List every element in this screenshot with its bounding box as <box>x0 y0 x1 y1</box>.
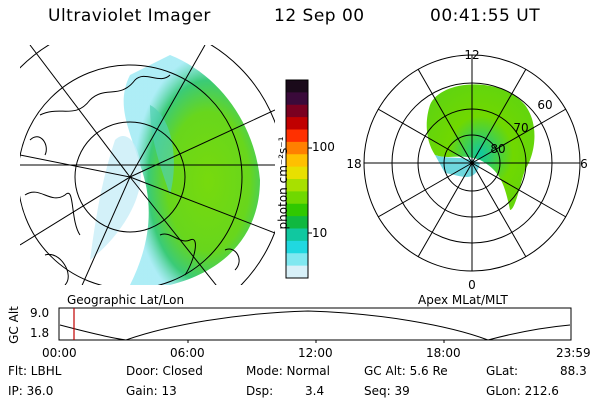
instrument-title: Ultraviolet Imager <box>48 6 211 26</box>
colorbar-band <box>286 129 308 143</box>
gc-alt-xtick-0000: 00:00 <box>42 346 77 360</box>
lat-label-80: 80 <box>490 142 505 156</box>
mlt-label-6: 6 <box>580 157 588 171</box>
date-label: 12 Sep 00 <box>274 6 365 26</box>
colorbar-band <box>286 265 308 279</box>
glat-value: 88.3 <box>560 364 587 378</box>
colorbar-unit-label: photon cm⁻²s⁻¹ <box>276 136 290 230</box>
colorbar-band <box>286 253 308 267</box>
glat-label: GLat: <box>486 364 519 378</box>
time-label: 00:41:55 UT <box>430 6 541 26</box>
colorbar-band <box>286 92 308 106</box>
apex-polar-plot: 12 18 6 0 60 70 80 <box>346 48 588 292</box>
colorbar-band <box>286 240 308 254</box>
dsp-value: 3.4 <box>305 384 325 398</box>
colorbar-band <box>286 104 308 118</box>
glon-info: GLon: 212.6 <box>486 384 559 398</box>
colorbar-band <box>286 141 308 155</box>
gain-info: Gain: 13 <box>126 384 177 398</box>
colorbar-band <box>286 228 308 242</box>
colorbar-tick-100: 100 <box>312 140 335 154</box>
lat-label-60: 60 <box>537 98 552 112</box>
colorbar-band <box>286 203 308 217</box>
colorbar-tick-10: 10 <box>312 226 328 240</box>
gc-alt-xtick-1200: 12:00 <box>298 346 333 360</box>
mode-info: Mode: Normal <box>246 364 330 378</box>
lat-label-70: 70 <box>513 121 528 135</box>
colorbar-band <box>286 166 308 180</box>
geographic-caption: Geographic Lat/Lon <box>67 293 185 307</box>
gc-alt-xtick-1800: 18:00 <box>426 346 461 360</box>
colorbar-band <box>286 191 308 205</box>
gc-alt-ylabel: GC Alt <box>7 306 21 344</box>
ip-info: IP: 36.0 <box>8 384 54 398</box>
gc-alt-xtick-0600: 06:00 <box>170 346 205 360</box>
gc-alt-ytick-9: 9.0 <box>30 306 50 320</box>
colorbar-band <box>286 179 308 192</box>
colorbar <box>285 79 312 279</box>
gc-alt-strip-chart <box>58 307 572 343</box>
dsp-label: Dsp: <box>246 384 274 398</box>
door-info: Door: Closed <box>126 364 203 378</box>
apex-caption: Apex MLat/MLT <box>418 293 508 307</box>
colorbar-band <box>286 154 308 168</box>
colorbar-band <box>286 117 308 130</box>
geographic-aurora-image <box>20 45 275 285</box>
seq-info: Seq: 39 <box>364 384 410 398</box>
gc-alt-info: GC Alt: 5.6 Re <box>364 364 448 378</box>
gc-alt-xtick-2359: 23:59 <box>556 346 591 360</box>
mlt-label-0: 0 <box>468 278 476 292</box>
filter-info: Flt: LBHL <box>8 364 62 378</box>
mlt-label-18: 18 <box>346 157 361 171</box>
gc-alt-ytick-1-8: 1.8 <box>30 326 50 340</box>
colorbar-band <box>286 80 308 93</box>
mlt-label-12: 12 <box>464 48 479 62</box>
colorbar-band <box>286 216 308 229</box>
